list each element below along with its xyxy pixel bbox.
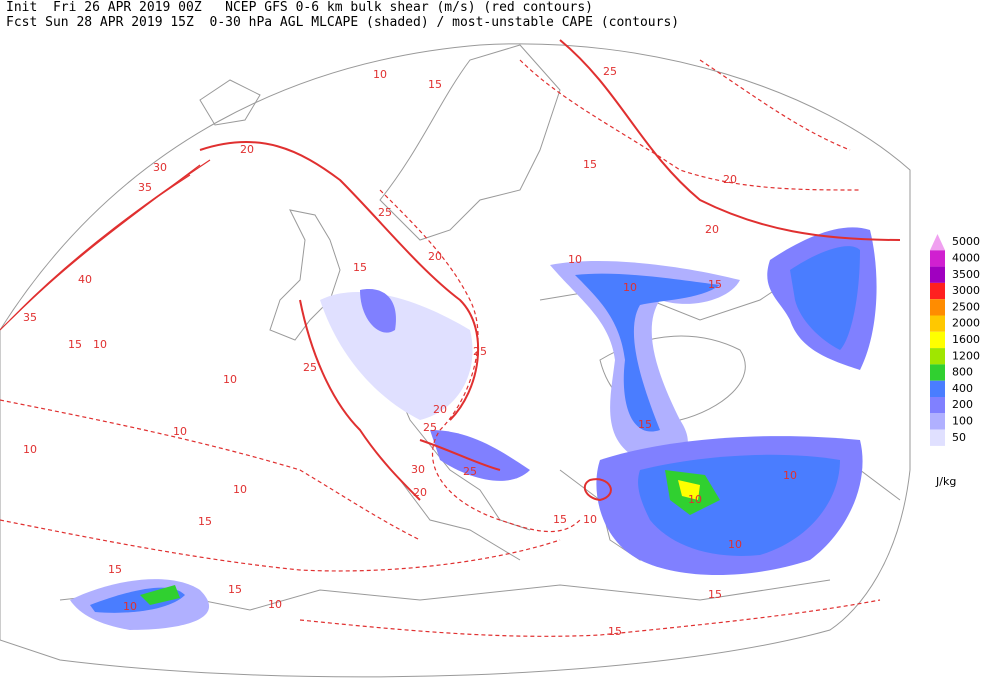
contour-label: 15: [108, 563, 122, 576]
contour-label: 10: [728, 538, 742, 551]
shear-contours: [0, 39, 901, 637]
legend-swatch: [930, 348, 945, 365]
legend-label: 5000: [952, 235, 980, 248]
legend-label: 800: [952, 366, 973, 379]
contour-label: 40: [78, 273, 92, 286]
legend-swatch: [930, 266, 945, 283]
contour-label: 15: [428, 78, 442, 91]
legend-swatch: [930, 413, 945, 430]
contour-label: 10: [373, 68, 387, 81]
contour-label: 15: [353, 261, 367, 274]
legend-label: 2500: [952, 300, 980, 313]
contour-label: 15: [583, 158, 597, 171]
contour-label: 10: [783, 469, 797, 482]
contour-label: 20: [428, 250, 442, 263]
legend-label: 200: [952, 398, 973, 411]
contour-label: 30: [411, 463, 425, 476]
legend-label: 50: [952, 431, 966, 444]
legend-swatch: [930, 234, 945, 251]
contour-label: 25: [303, 361, 317, 374]
legend-swatch: [930, 397, 945, 414]
contour-label: 20: [413, 486, 427, 499]
legend-label: 1200: [952, 349, 980, 362]
contour-label: 25: [473, 345, 487, 358]
contour-label: 10: [623, 281, 637, 294]
legend-label: 4000: [952, 251, 980, 264]
contour-label: 10: [23, 443, 37, 456]
coastlines: [59, 44, 901, 611]
legend-swatch: [930, 429, 945, 446]
contour-label: 15: [708, 588, 722, 601]
contour-label: 20: [240, 143, 254, 156]
contour-label: 15: [638, 418, 652, 431]
contour-label: 25: [378, 206, 392, 219]
contour-label: 20: [433, 403, 447, 416]
legend-swatch: [930, 331, 945, 349]
contour-label: 10: [688, 493, 702, 506]
contour-label: 10: [93, 338, 107, 351]
legend-swatch: [930, 250, 945, 267]
legend-label: 3000: [952, 284, 980, 297]
header-line-1: Init Fri 26 APR 2019 00Z NCEP GFS 0-6 km…: [6, 0, 593, 15]
contour-label: 15: [708, 278, 722, 291]
legend-label: 3500: [952, 268, 980, 281]
legend-swatch: [930, 315, 945, 332]
contour-label: 10: [583, 513, 597, 526]
contour-label: 15: [553, 513, 567, 526]
contour-label: 35: [23, 311, 37, 324]
contour-label: 10: [123, 600, 137, 613]
contour-label: 35: [138, 181, 152, 194]
contour-label: 10: [233, 483, 247, 496]
contour-label: 15: [68, 338, 82, 351]
contour-label: 20: [705, 223, 719, 236]
contour-label: 10: [568, 253, 582, 266]
contour-label: 10: [268, 598, 282, 611]
legend-swatch: [930, 364, 945, 381]
legend-label: 1600: [952, 333, 980, 346]
contour-label: 15: [228, 583, 242, 596]
legend-label: 2000: [952, 317, 980, 330]
contour-label: 15: [198, 515, 212, 528]
legend-label: 100: [952, 414, 973, 427]
legend-swatch: [930, 282, 945, 300]
contour-label: 25: [603, 65, 617, 78]
legend-swatch: [930, 380, 945, 397]
contour-label: 15: [608, 625, 622, 638]
contour-label: 10: [223, 373, 237, 386]
contour-label: 20: [723, 173, 737, 186]
legend-label: 400: [952, 382, 973, 395]
contour-label: 25: [423, 421, 437, 434]
cape-shading: [70, 227, 877, 630]
contour-label: 25: [463, 465, 477, 478]
header-line-2: Fcst Sun 28 APR 2019 15Z 0-30 hPa AGL ML…: [6, 15, 680, 30]
legend-swatch: [930, 299, 945, 316]
contour-label: 30: [153, 161, 167, 174]
contour-label: 10: [173, 425, 187, 438]
legend-unit: J/kg: [935, 475, 956, 488]
